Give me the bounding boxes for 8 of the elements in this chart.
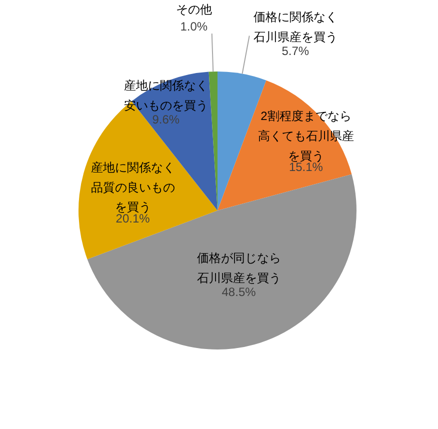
data-label: 9.6% bbox=[152, 112, 180, 127]
slice-label: その他 bbox=[176, 2, 212, 16]
slice-label: 価格が同じなら石川県産を買う bbox=[196, 251, 281, 285]
data-label: 1.0% bbox=[180, 20, 208, 34]
slice-label: 価格に関係なく石川県産を買う bbox=[253, 10, 338, 44]
slice-label: 産地に関係なく品質の良いものを買う bbox=[90, 160, 175, 214]
data-label: 48.5% bbox=[222, 285, 256, 300]
data-label: 5.7% bbox=[282, 44, 310, 58]
